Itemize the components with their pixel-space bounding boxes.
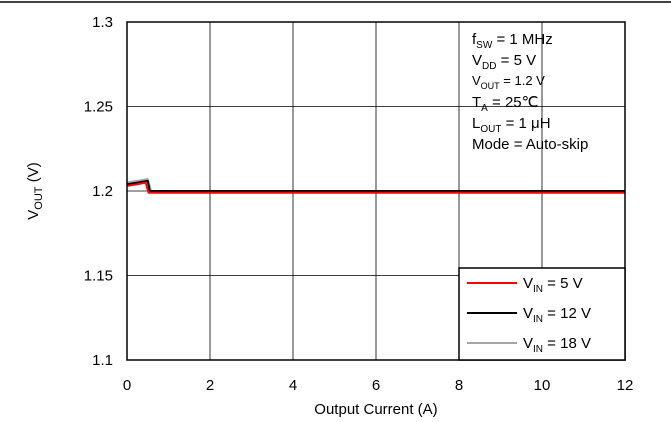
annotation-line: fSW = 1 MHz xyxy=(472,31,553,51)
plot-area-frame xyxy=(126,21,626,361)
annotation-line: Mode = Auto-skip xyxy=(472,136,588,153)
y-axis-label: VOUT (V) xyxy=(25,162,45,219)
x-axis-tick-labels: 0 2 4 6 8 10 12 xyxy=(123,377,634,394)
data-series xyxy=(126,178,625,194)
y-tick-label: 1.3 xyxy=(92,14,113,31)
legend: VIN = 5 V VIN = 12 V VIN = 18 V xyxy=(458,267,626,361)
x-tick-label: 4 xyxy=(289,377,297,394)
y-tick-label: 1.2 xyxy=(92,183,113,200)
annotation-line: VOUT = 1.2 V xyxy=(472,73,545,91)
x-tick-label: 10 xyxy=(534,377,551,394)
annotation-line: LOUT = 1 μH xyxy=(472,115,551,135)
x-tick-label: 0 xyxy=(123,377,131,394)
y-tick-label: 1.25 xyxy=(84,99,113,116)
y-tick-label: 1.15 xyxy=(84,268,113,285)
legend-label: VIN = 18 V xyxy=(523,335,591,355)
y-axis-tick-labels: 1.1 1.15 1.2 1.25 1.3 xyxy=(84,14,113,369)
x-tick-label: 8 xyxy=(455,377,463,394)
annotation-line: TA = 25℃ xyxy=(472,94,538,114)
y-tick-label: 1.1 xyxy=(92,352,113,369)
series-line xyxy=(126,179,625,192)
x-axis-label: Output Current (A) xyxy=(314,401,437,418)
series-line xyxy=(126,181,625,194)
x-tick-label: 6 xyxy=(372,377,380,394)
x-tick-label: 2 xyxy=(206,377,214,394)
annotation-line: VDD = 5 V xyxy=(472,52,536,72)
x-tick-label: 12 xyxy=(617,377,634,394)
legend-label: VIN = 5 V xyxy=(523,275,583,295)
legend-label: VIN = 12 V xyxy=(523,305,591,325)
